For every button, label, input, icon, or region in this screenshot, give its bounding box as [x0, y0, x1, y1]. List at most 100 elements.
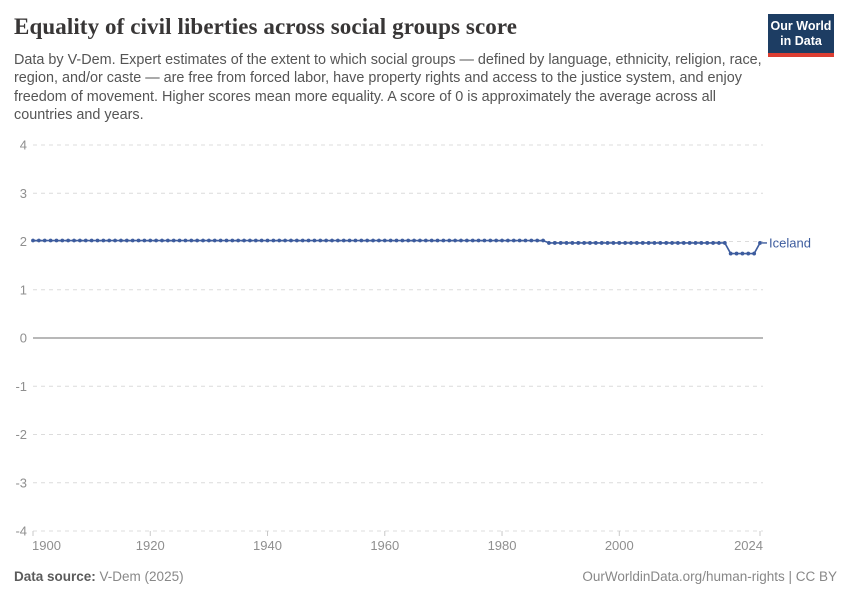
data-point	[324, 238, 329, 243]
data-point	[89, 238, 94, 243]
y-axis-tick-label: 3	[20, 186, 27, 201]
data-point	[488, 238, 493, 243]
y-axis-tick-label: -3	[15, 475, 27, 490]
data-point	[124, 238, 129, 243]
data-point	[306, 238, 311, 243]
data-point	[224, 238, 229, 243]
data-point	[183, 238, 188, 243]
data-point	[394, 238, 399, 243]
data-point	[664, 241, 669, 245]
y-axis-tick-label: -2	[15, 427, 27, 442]
data-point	[318, 238, 323, 243]
data-point	[119, 238, 123, 243]
chart-subtitle: Data by V-Dem. Expert estimates of the e…	[14, 52, 762, 123]
data-point	[154, 238, 159, 243]
data-point	[728, 251, 733, 256]
data-point	[60, 238, 65, 243]
data-point	[236, 238, 241, 243]
data-point	[652, 241, 657, 245]
data-point	[482, 238, 487, 243]
data-point	[189, 238, 194, 243]
data-point	[658, 241, 663, 245]
data-point	[353, 238, 358, 243]
credit-link[interactable]: OurWorldinData.org/human-rights | CC BY	[582, 569, 837, 584]
data-point	[646, 241, 651, 245]
data-point	[535, 238, 540, 243]
series-end-label[interactable]: Iceland	[769, 235, 811, 250]
data-point	[576, 241, 581, 245]
data-point	[717, 241, 721, 245]
data-point	[705, 241, 710, 245]
data-point	[335, 238, 340, 243]
data-point	[494, 238, 499, 243]
data-point	[218, 238, 223, 243]
data-line-iceland[interactable]	[33, 239, 761, 255]
data-point	[289, 238, 293, 243]
data-point	[435, 238, 440, 243]
data-point	[312, 238, 317, 243]
data-point	[341, 238, 346, 243]
data-point	[160, 238, 164, 243]
data-point	[95, 238, 100, 243]
owid-logo[interactable]: Our World in Data	[768, 14, 834, 57]
line-chart-plot-area[interactable]: 4 3 2 1 0 -1 -2 -3 -4 1900 1920 1940 1960 1980 2000 202…	[0, 135, 850, 560]
data-point	[722, 241, 727, 245]
data-source-value[interactable]: V-Dem (2025)	[99, 569, 184, 584]
data-point	[676, 241, 680, 245]
data-point	[195, 238, 200, 243]
data-point	[423, 238, 428, 243]
data-source: Data source: V-Dem (2025)	[14, 569, 184, 584]
data-point	[547, 241, 551, 245]
data-point	[142, 238, 147, 243]
data-point	[693, 241, 698, 245]
data-point	[48, 238, 53, 243]
data-point	[78, 238, 82, 243]
data-point	[582, 241, 587, 245]
data-point	[711, 241, 715, 245]
data-point	[66, 238, 71, 243]
data-point	[570, 241, 575, 245]
data-point	[588, 241, 592, 245]
data-point	[470, 238, 475, 243]
data-point	[418, 238, 422, 243]
data-point	[429, 238, 434, 243]
data-point	[300, 238, 305, 243]
data-point	[242, 238, 246, 243]
data-point	[148, 238, 153, 243]
data-point	[640, 241, 645, 245]
data-point	[623, 241, 628, 245]
data-point	[277, 238, 282, 243]
data-point	[617, 241, 622, 245]
y-axis-tick-label: 0	[20, 331, 27, 346]
data-point	[101, 238, 106, 243]
data-point	[687, 241, 692, 245]
data-point	[758, 241, 762, 245]
data-point	[201, 238, 205, 243]
data-point	[634, 241, 639, 245]
data-point	[165, 238, 170, 243]
data-point	[447, 238, 452, 243]
data-point	[400, 238, 405, 243]
data-point	[593, 241, 598, 245]
data-point	[558, 241, 563, 245]
data-point	[511, 238, 516, 243]
data-point	[347, 238, 352, 243]
data-point	[464, 238, 469, 243]
data-point	[605, 241, 610, 245]
data-point	[294, 238, 299, 243]
y-axis-tick-label: 1	[20, 282, 27, 297]
data-point	[734, 251, 739, 256]
data-point	[599, 241, 604, 245]
data-point	[412, 238, 416, 243]
data-point	[629, 241, 633, 245]
data-point	[130, 238, 135, 243]
x-axis-tick-label: 1900	[32, 538, 61, 553]
owid-logo-line2: in Data	[780, 34, 822, 48]
data-point	[171, 238, 176, 243]
data-point	[206, 238, 211, 243]
x-axis-tick-label: 1940	[253, 538, 282, 553]
data-point	[552, 241, 557, 245]
x-axis-tick-label: 2024	[734, 538, 763, 553]
data-point	[113, 238, 117, 243]
